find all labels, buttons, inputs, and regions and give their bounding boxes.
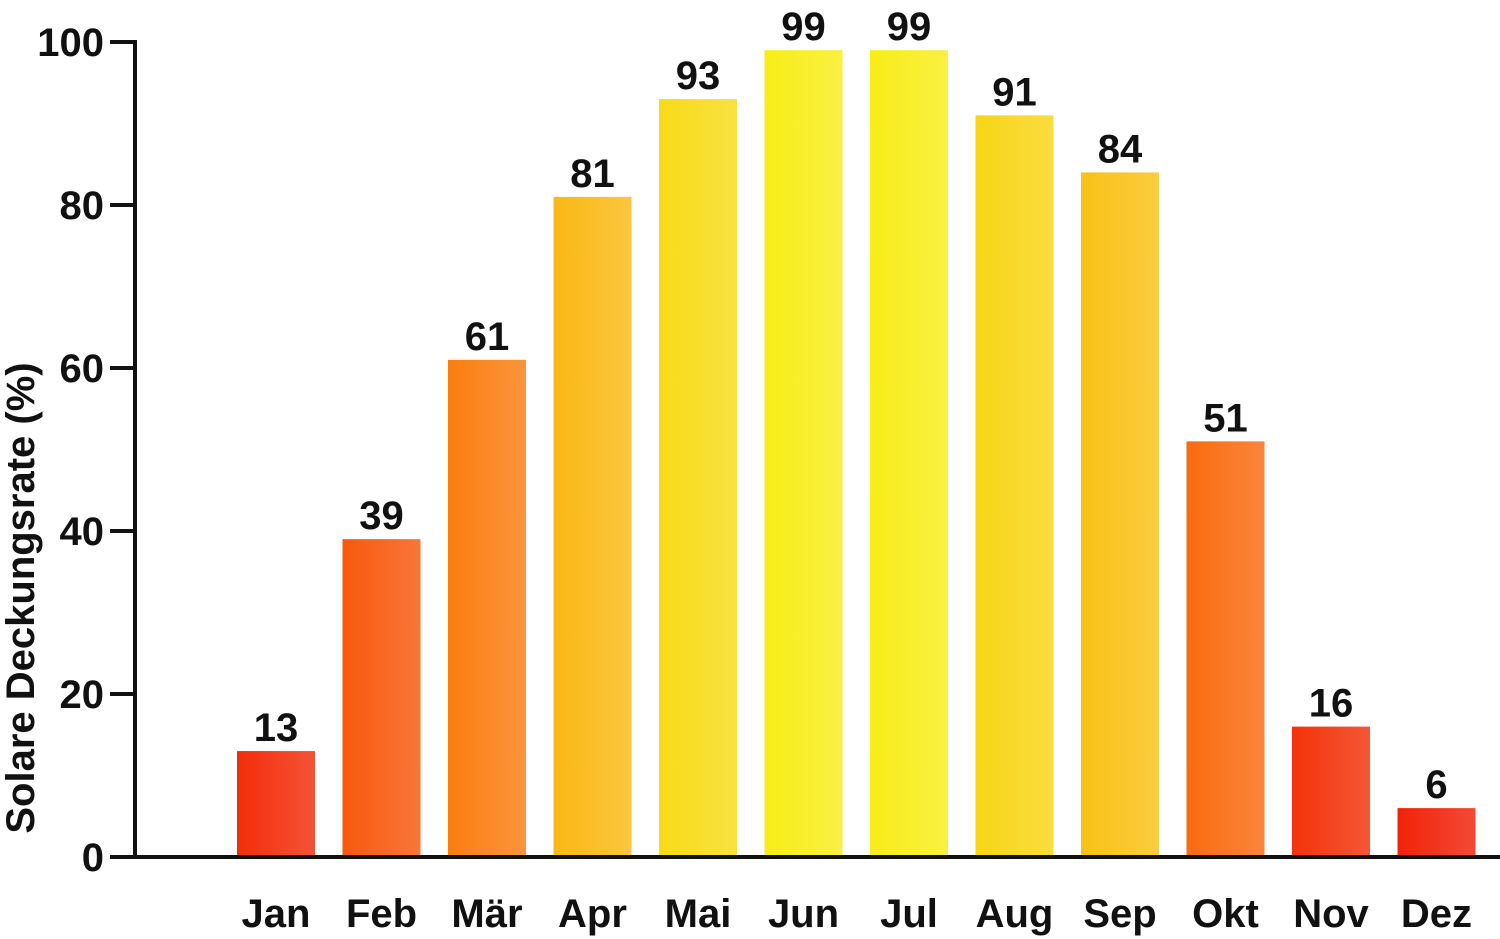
y-tick-label-60: 60 xyxy=(60,347,105,391)
bar-Aug xyxy=(975,115,1054,858)
bar-Sep xyxy=(1081,172,1159,857)
y-tick-label-0: 0 xyxy=(82,836,104,880)
value-label-Jan: 13 xyxy=(254,706,299,750)
bar-Mai xyxy=(659,99,737,858)
value-labels-group: 13 39 61 81 93 99 99 91 84 51 16 6 xyxy=(254,5,1448,807)
y-axis-label: Solare Deckungsrate (%) xyxy=(0,362,43,833)
bar-Nov xyxy=(1292,726,1370,857)
x-tick-label-Jun: Jun xyxy=(768,892,839,936)
x-tick-label-Aug: Aug xyxy=(976,892,1054,936)
x-tick-label-Sep: Sep xyxy=(1083,892,1156,936)
value-label-Jul: 99 xyxy=(887,5,932,49)
value-label-Sep: 84 xyxy=(1098,127,1143,171)
bar-Jun xyxy=(764,50,843,857)
bar-Okt xyxy=(1186,441,1265,857)
value-label-Mär: 61 xyxy=(465,315,510,359)
bar-Jul xyxy=(870,50,948,857)
x-tick-label-Jan: Jan xyxy=(242,892,311,936)
y-ticks-group: 0 20 40 60 80 100 xyxy=(37,21,137,880)
value-label-Jun: 99 xyxy=(781,5,826,49)
y-tick-label-40: 40 xyxy=(60,510,105,554)
x-tick-label-Apr: Apr xyxy=(558,892,627,936)
value-label-Aug: 91 xyxy=(992,70,1037,114)
value-label-Apr: 81 xyxy=(570,152,615,196)
value-label-Okt: 51 xyxy=(1203,396,1248,440)
bar-Apr xyxy=(553,196,632,858)
bars-group xyxy=(237,50,1476,858)
y-tick-label-100: 100 xyxy=(37,21,104,65)
y-tick-label-80: 80 xyxy=(60,184,105,228)
x-labels-group: Jan Feb Mär Apr Mai Jun Jul Aug Sep Okt Nov Dez xyxy=(242,892,1473,936)
axes-group xyxy=(133,40,1500,859)
bar-Feb xyxy=(342,539,421,857)
x-tick-label-Okt: Okt xyxy=(1192,892,1259,936)
x-tick-label-Mär: Mär xyxy=(451,892,522,936)
x-tick-label-Mai: Mai xyxy=(665,892,732,936)
x-tick-label-Jul: Jul xyxy=(880,892,938,936)
value-label-Mai: 93 xyxy=(676,54,721,98)
bar-Dez xyxy=(1397,808,1476,857)
value-label-Nov: 16 xyxy=(1309,682,1354,726)
x-tick-label-Dez: Dez xyxy=(1401,892,1472,936)
bar-Jan xyxy=(237,751,315,857)
y-tick-label-20: 20 xyxy=(60,673,105,717)
x-tick-label-Feb: Feb xyxy=(346,892,417,936)
value-label-Dez: 6 xyxy=(1425,763,1447,807)
x-tick-label-Nov: Nov xyxy=(1293,892,1369,936)
bar-Mär xyxy=(448,359,526,857)
value-label-Feb: 39 xyxy=(359,494,404,538)
